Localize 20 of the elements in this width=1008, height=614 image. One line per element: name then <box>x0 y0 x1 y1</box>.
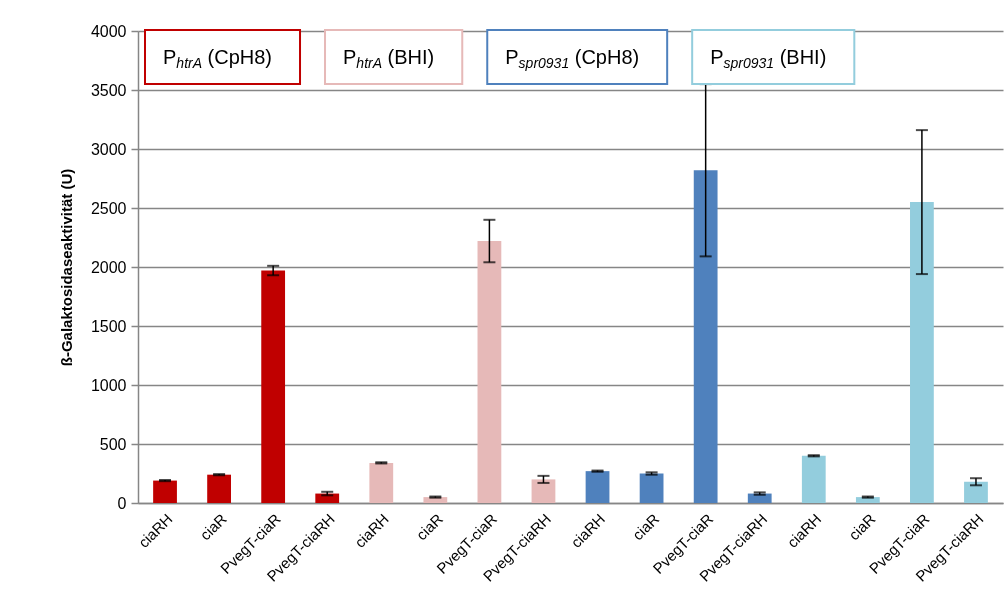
y-axis-title: ß-Galaktosidaseaktivität (U) <box>57 168 75 367</box>
y-tick-label: 3000 <box>90 140 127 158</box>
y-tick-label: 0 <box>117 494 127 512</box>
bar <box>801 455 826 503</box>
y-tick-label: 500 <box>99 435 127 453</box>
bar <box>153 480 177 503</box>
bar <box>369 462 394 503</box>
y-tick-label: 3500 <box>90 81 127 99</box>
bar <box>585 471 610 503</box>
y-tick-label: 1000 <box>90 376 127 394</box>
y-tick-label: 1500 <box>90 317 127 335</box>
bar <box>910 202 934 503</box>
bar <box>477 241 502 503</box>
y-tick-label: 4000 <box>90 22 127 40</box>
bar <box>207 474 231 503</box>
bar <box>261 270 286 503</box>
bar <box>639 473 664 503</box>
y-tick-label: 2500 <box>90 199 127 217</box>
bar <box>693 170 718 503</box>
y-tick-label: 2000 <box>90 258 127 276</box>
